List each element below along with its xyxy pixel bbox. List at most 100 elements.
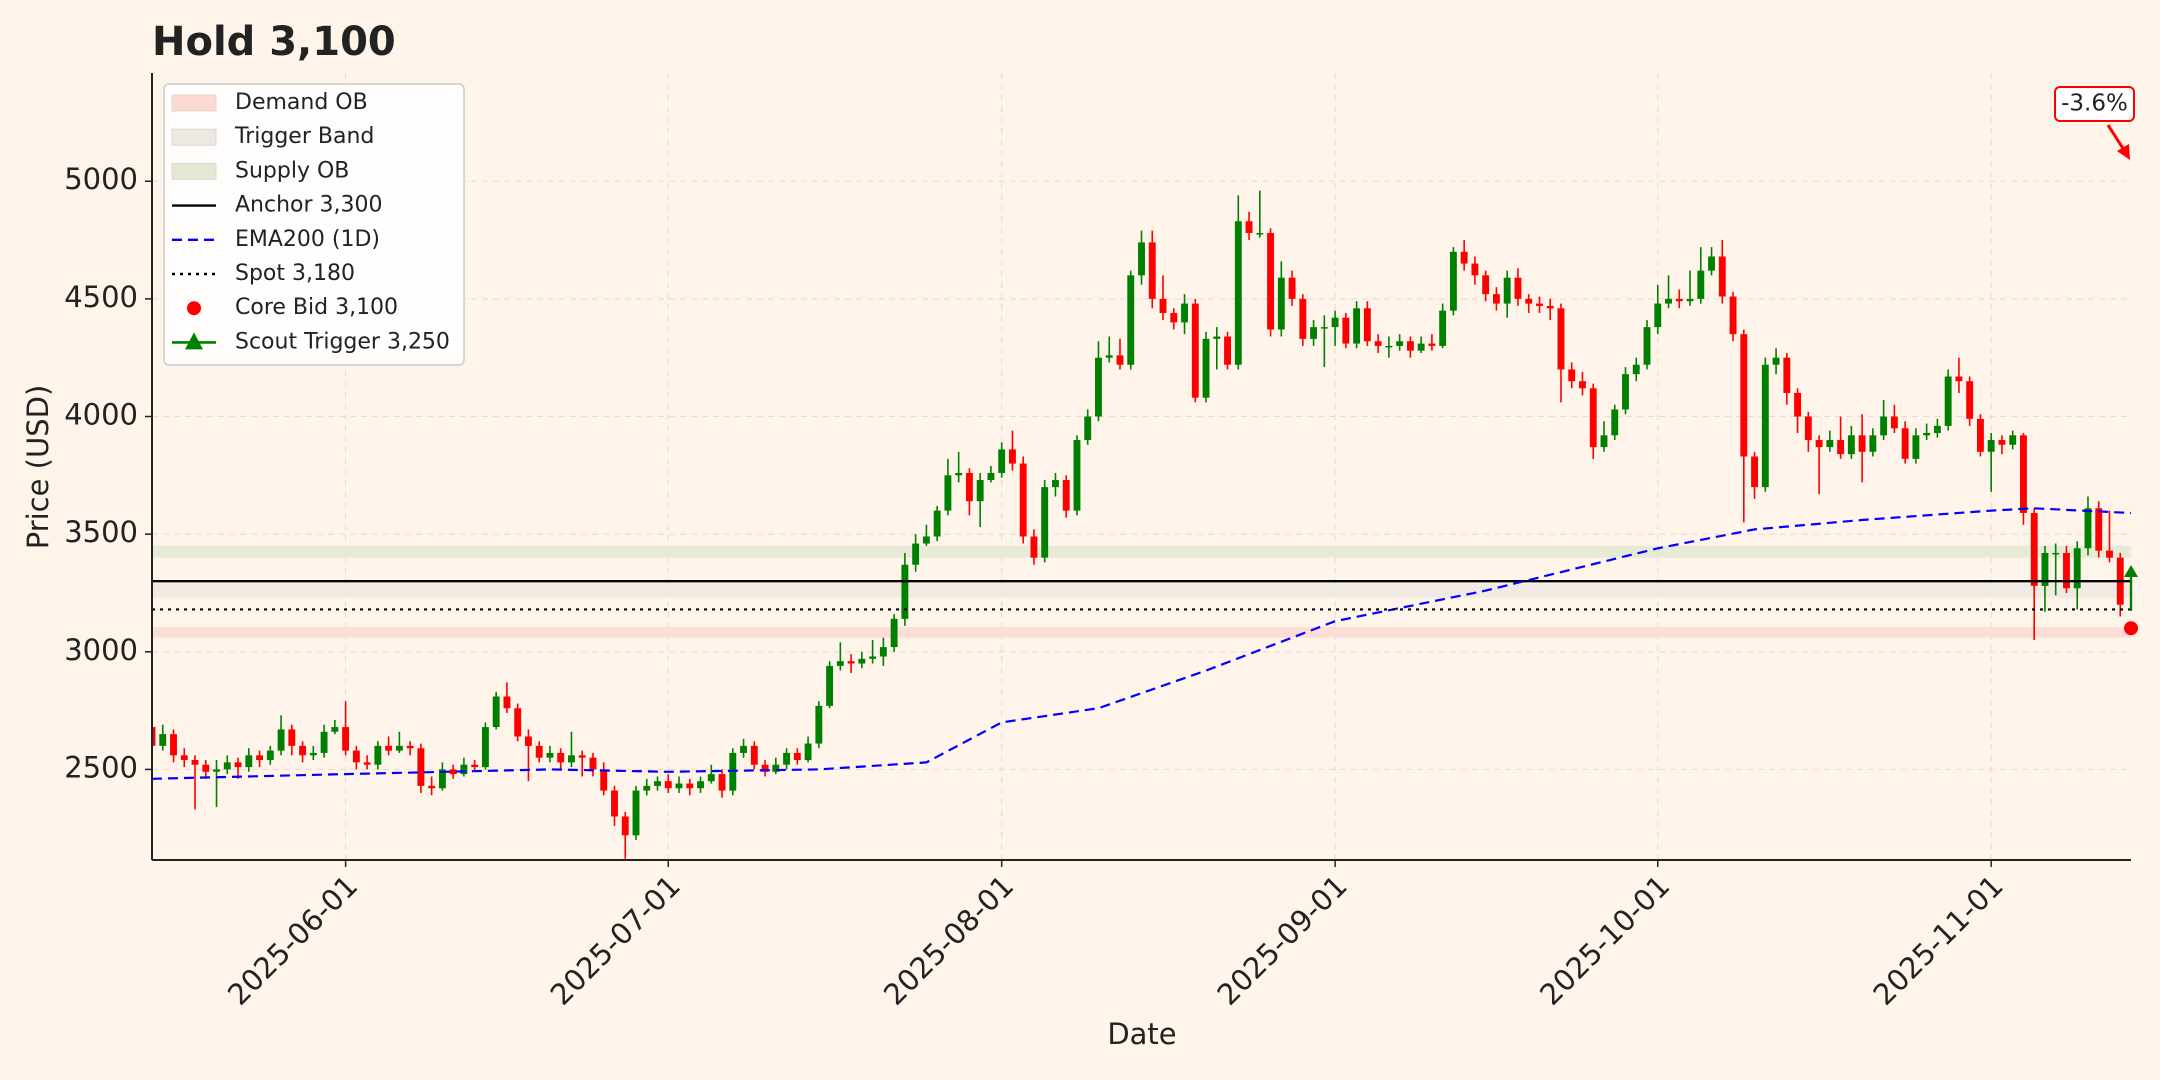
legend-label: EMA200 (1D) [235, 227, 380, 252]
legend-swatch [185, 332, 203, 350]
y-axis-label: Price (USD) [21, 385, 55, 550]
candle-body [352, 750, 360, 763]
candle-body [1052, 480, 1059, 488]
candle-body [1245, 221, 1253, 233]
candle-body [944, 475, 952, 511]
candle-body [2020, 435, 2027, 513]
candle-body [1847, 435, 1855, 455]
candle-body [1299, 298, 1307, 339]
candle-body [428, 785, 436, 789]
candle-body [578, 755, 586, 758]
candle-body [783, 752, 791, 765]
candle-body [1353, 308, 1361, 344]
candle-body [245, 755, 253, 768]
candle-body [309, 752, 317, 756]
candle-body [1460, 251, 1468, 264]
candle-body [826, 665, 834, 706]
candle-body [1923, 432, 1931, 436]
candle-body [1482, 275, 1490, 295]
legend-box [163, 83, 465, 366]
candle-body [879, 647, 887, 657]
band [152, 545, 2131, 558]
x-axis-label: Date [1107, 1017, 1176, 1051]
candle-body [1611, 409, 1619, 436]
candle-body [1579, 381, 1586, 389]
legend-swatch [171, 128, 217, 146]
candle-body [202, 764, 210, 772]
legend-label: Trigger Band [234, 124, 374, 149]
candle-body [1008, 449, 1016, 464]
candle-body [266, 750, 274, 761]
candle-body [1751, 456, 1759, 488]
y-tick-label: 3500 [64, 515, 138, 549]
candle-body [1116, 355, 1124, 365]
candle-body [1267, 232, 1275, 330]
candle-body [697, 781, 704, 789]
candle-body [965, 472, 973, 502]
candle-body [1890, 416, 1898, 429]
candle-body [1471, 263, 1479, 276]
legend-label: Supply OB [235, 158, 349, 183]
candle-body [1740, 334, 1748, 457]
candle-body [1600, 435, 1608, 448]
candle-body [675, 783, 683, 789]
candle-body [2106, 550, 2113, 558]
candle-body [2052, 552, 2060, 555]
candle-body [632, 790, 640, 836]
candle-body [191, 760, 199, 765]
candle-body [1342, 317, 1350, 344]
candle-body [471, 764, 479, 768]
candle-body [1783, 357, 1791, 393]
candle-body [277, 729, 285, 751]
candle-body [1944, 376, 1952, 426]
candle-body [256, 755, 263, 761]
candle-body [1622, 374, 1629, 410]
candle-body [1019, 463, 1027, 537]
candle-body [1697, 270, 1705, 299]
candle-body [1363, 308, 1371, 342]
scout-trigger-point [2124, 564, 2138, 577]
candle-body [643, 785, 651, 791]
legend-swatch [171, 162, 217, 180]
candle-body [234, 762, 242, 768]
candle-body [1138, 242, 1145, 276]
core-bid-point [2124, 621, 2138, 636]
candle-body [750, 745, 758, 765]
candle-body [395, 745, 403, 751]
candle-body [1804, 416, 1812, 441]
candle-body [1536, 303, 1543, 306]
candle-body [514, 708, 522, 737]
candle-body [481, 727, 489, 768]
candle-body [557, 752, 565, 763]
candle-body [933, 510, 941, 537]
candle-body [1396, 341, 1404, 346]
candle-body [223, 762, 231, 770]
candle-body [320, 731, 328, 753]
candle-body [1428, 343, 1436, 346]
candle-body [2063, 552, 2070, 589]
candle-body [1084, 416, 1092, 441]
candle-body [847, 661, 855, 664]
candle-body [288, 729, 296, 746]
candle-body [740, 745, 747, 753]
candle-body [1277, 277, 1285, 330]
candle-body [998, 449, 1006, 473]
annotation-box [2054, 86, 2135, 122]
candle-body [804, 743, 812, 761]
candle-body [546, 752, 554, 758]
candle-body [406, 745, 414, 749]
candle-body [836, 661, 844, 666]
candle-body [1880, 416, 1888, 436]
candle-body [1449, 251, 1457, 311]
legend-label: Scout Trigger 3,250 [235, 329, 450, 354]
candle-body [503, 696, 511, 709]
candle-body [664, 781, 672, 789]
legend-label: Core Bid 3,100 [235, 295, 398, 320]
candle-body [912, 543, 920, 565]
annotation-arrowhead [2117, 144, 2130, 160]
candle-body [707, 774, 715, 782]
candle-body [922, 536, 930, 544]
candle-body [1815, 440, 1823, 448]
candle-body [1256, 232, 1264, 235]
candle-body [654, 781, 661, 786]
